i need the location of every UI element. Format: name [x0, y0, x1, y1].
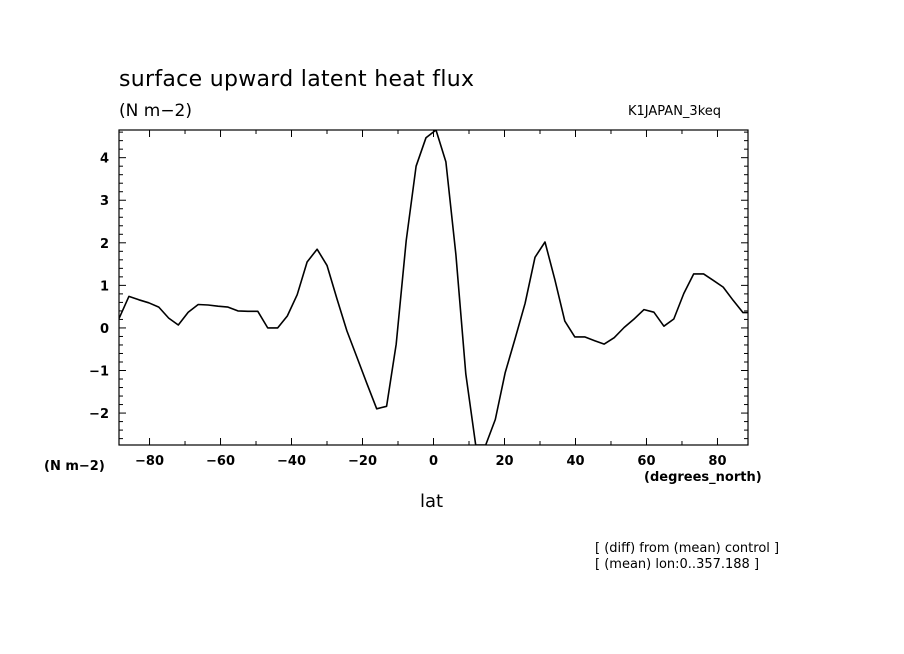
x-tick-label: 60 — [637, 454, 655, 469]
y-tick-label: 2 — [100, 237, 109, 252]
y-tick-label: 4 — [100, 152, 109, 167]
units-label: (N m−2) — [119, 101, 193, 121]
series-line — [119, 130, 748, 445]
x-axis-label: lat — [420, 491, 444, 512]
x-tick-label: 0 — [429, 454, 438, 469]
y-tick-label: −1 — [89, 365, 109, 380]
x-tick-label: 80 — [708, 454, 726, 469]
plot-frame — [118, 129, 749, 446]
y-tick-label: −2 — [89, 407, 109, 422]
x-tick-label: −20 — [348, 454, 377, 469]
x-tick-label: −60 — [206, 454, 235, 469]
x-axis-unit: (degrees_north) — [644, 470, 762, 485]
y-tick-label: 0 — [100, 322, 109, 337]
x-tick-label: −80 — [135, 454, 164, 469]
run-label: K1JAPAN_3keq — [628, 104, 722, 119]
chart-title: surface upward latent heat flux — [119, 67, 475, 92]
x-tick-label: −40 — [277, 454, 306, 469]
note-mean: [ (mean) lon:0..357.188 ] — [595, 557, 760, 572]
x-tick-label: 40 — [566, 454, 584, 469]
note-diff: [ (diff) from (mean) control ] — [595, 541, 780, 556]
y-tick-label: 1 — [100, 279, 109, 294]
y-tick-label: 3 — [100, 194, 109, 209]
y-axis-unit: (N m−2) — [44, 459, 105, 474]
x-tick-label: 20 — [495, 454, 513, 469]
